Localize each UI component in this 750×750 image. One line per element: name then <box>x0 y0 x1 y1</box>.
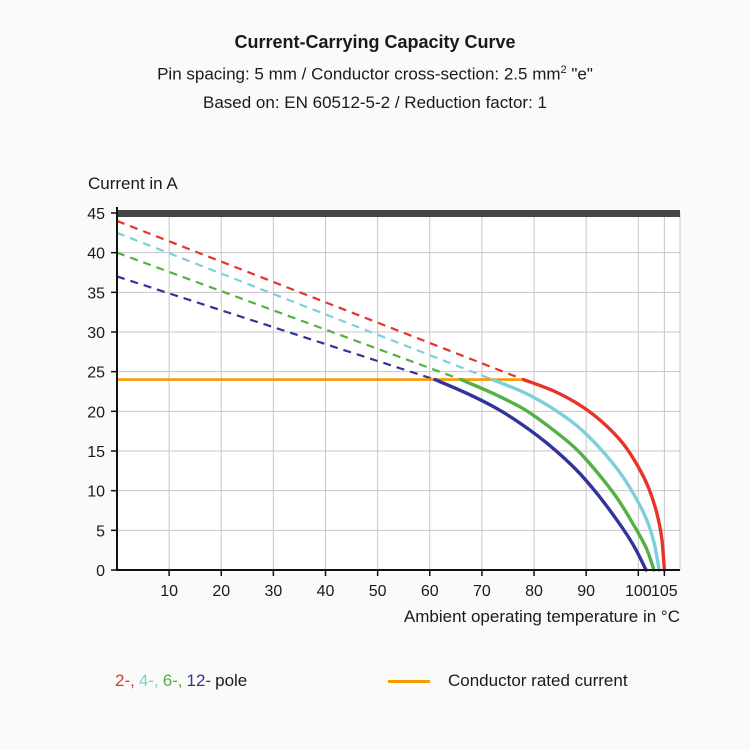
subtitle-1-text: Pin spacing: 5 mm / Conductor cross-sect… <box>157 64 561 84</box>
x-tick-label: 80 <box>525 583 543 600</box>
legend-poles: 2-, 4-, 6-, 12- pole <box>115 671 251 691</box>
y-tick-label: 25 <box>87 365 105 382</box>
y-tick-label: 20 <box>87 404 105 421</box>
series-dashed-4-pole <box>116 231 493 381</box>
legend-rated-current: Conductor rated current <box>388 671 628 691</box>
legend-pole-suffix: pole <box>215 671 248 690</box>
series-solid-4-pole <box>490 377 661 572</box>
series-solid-12-pole <box>433 377 648 572</box>
x-tick-label: 90 <box>577 583 595 600</box>
x-tick-label: 20 <box>212 583 230 600</box>
y-tick-label: 30 <box>87 325 105 342</box>
chart-header: Current-Carrying Capacity Curve Pin spac… <box>0 28 750 117</box>
y-tick-label: 45 <box>87 206 105 223</box>
x-tick-label: 60 <box>421 583 439 600</box>
series-dashed-6-pole <box>116 251 462 381</box>
y-tick-label: 40 <box>87 246 105 263</box>
x-tick-label: 70 <box>473 583 491 600</box>
legend-pole-label: 12- <box>186 671 212 690</box>
x-tick-label: 100 <box>625 583 652 600</box>
chart-subtitle-1: Pin spacing: 5 mm / Conductor cross-sect… <box>0 56 750 89</box>
y-tick-label: 35 <box>87 285 105 302</box>
x-tick-label: 105 <box>651 583 678 600</box>
series-dashed-2-pole <box>116 219 525 381</box>
legend-pole-label: 4-, <box>138 671 159 690</box>
rated-current-line-swatch <box>388 679 430 683</box>
y-axis-title: Current in A <box>88 174 178 193</box>
chart-subtitle-2: Based on: EN 60512-5-2 / Reduction facto… <box>203 92 547 112</box>
y-tick-label: 10 <box>87 484 105 501</box>
y-tick-label: 0 <box>96 563 105 580</box>
x-tick-label: 30 <box>264 583 282 600</box>
series-solid-2-pole <box>521 377 667 572</box>
chart-title: Current-Carrying Capacity Curve <box>234 32 516 52</box>
legend-pole-label: 2-, <box>115 671 135 690</box>
x-tick-label: 40 <box>317 583 335 600</box>
x-tick-label: 10 <box>160 583 178 600</box>
x-axis-title: Ambient operating temperature in °C <box>403 607 680 626</box>
subtitle-1-superscript: 2 <box>560 64 567 76</box>
y-tick-label: 5 <box>96 523 105 540</box>
y-tick-label: 15 <box>87 444 105 461</box>
series-solid-6-pole <box>459 377 656 572</box>
x-tick-label: 50 <box>369 583 387 600</box>
legend-pole-label: 6-, <box>162 671 183 690</box>
subtitle-1-suffix: "e" <box>566 64 593 84</box>
rated-current-label: Conductor rated current <box>448 671 628 690</box>
plot-top-bar <box>117 210 680 217</box>
